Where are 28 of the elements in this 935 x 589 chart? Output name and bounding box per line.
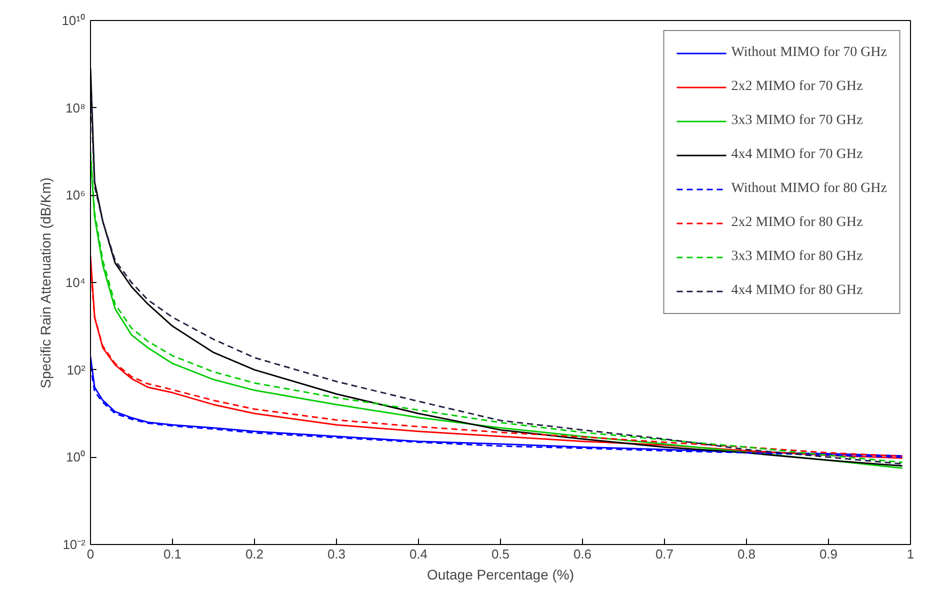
y-tick-label: 10⁸ (66, 100, 86, 116)
x-tick-label: 0.9 (819, 546, 838, 562)
y-tick-label: 10⁶ (66, 188, 86, 203)
y-tick-label: 10² (66, 362, 86, 378)
x-tick-label: 0.3 (327, 546, 346, 562)
x-tick-label: 0.2 (245, 546, 264, 562)
x-tick-label: 0 (86, 546, 94, 562)
legend-label: 4x4 MIMO for 80 GHz (731, 283, 863, 299)
x-tick-label: 0.6 (573, 546, 592, 562)
legend-label: 3x3 MIMO for 80 GHz (731, 249, 863, 265)
x-tick-label: 1 (906, 546, 914, 562)
y-tick-label: 10¹⁰ (62, 13, 86, 28)
x-tick-label: 0.5 (491, 546, 510, 562)
y-tick-label: 10⁻² (62, 537, 86, 552)
y-tick-label: 10⁴ (65, 275, 86, 290)
legend-label: Without MIMO for 70 GHz (731, 45, 887, 61)
legend-label: 2x2 MIMO for 70 GHz (731, 79, 863, 95)
legend-label: 4x4 MIMO for 70 GHz (731, 147, 863, 163)
legend-label: 3x3 MIMO for 70 GHz (731, 113, 863, 129)
x-tick-label: 0.7 (655, 546, 674, 562)
x-tick-label: 0.8 (737, 546, 756, 562)
x-tick-label: 0.4 (409, 546, 428, 562)
y-tick-label: 10⁰ (66, 450, 86, 465)
legend-label: 2x2 MIMO for 80 GHz (731, 215, 863, 231)
x-tick-label: 0.1 (163, 546, 182, 562)
y-axis-title: Specific Rain Attenuation (dB/Km) (38, 177, 54, 388)
x-axis-title: Outage Percentage (%) (426, 566, 574, 582)
legend-label: Without MIMO for 80 GHz (731, 181, 887, 197)
